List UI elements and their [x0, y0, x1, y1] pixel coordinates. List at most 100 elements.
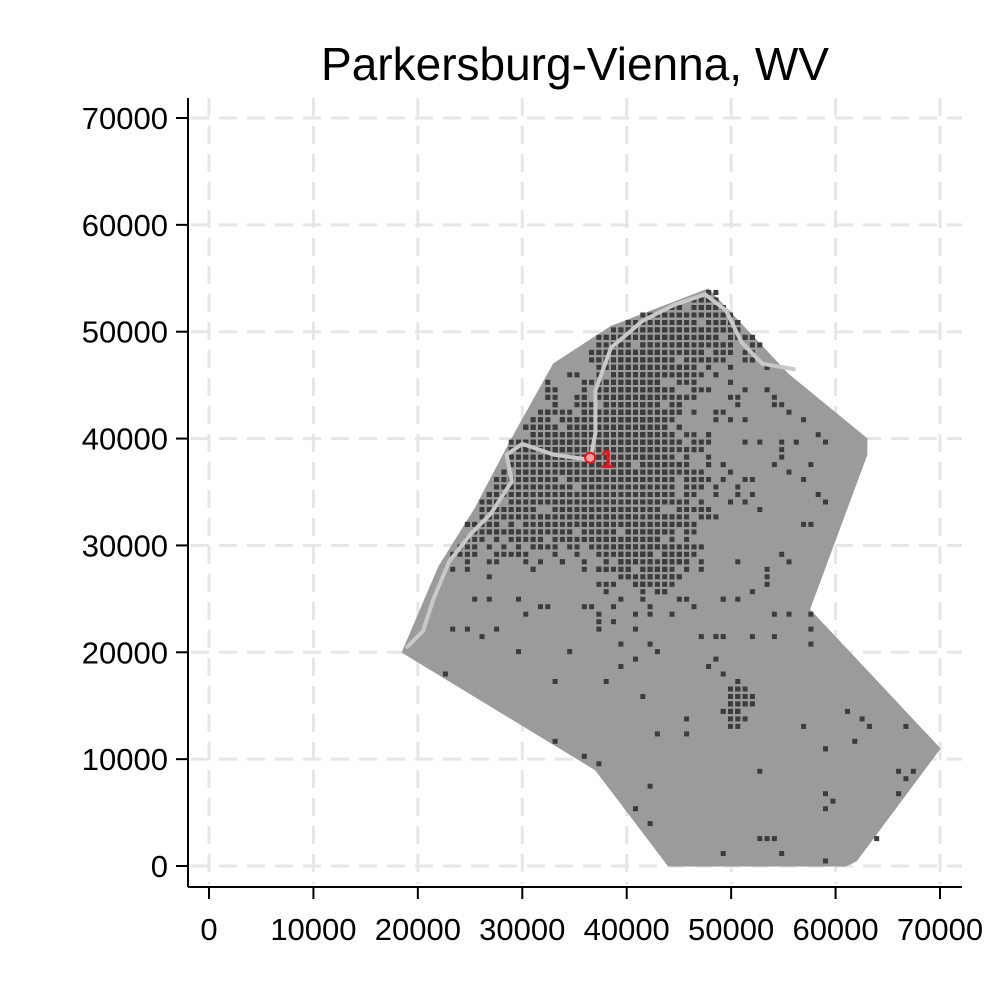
data-point [508, 462, 514, 468]
data-point [464, 544, 470, 550]
data-point [516, 551, 521, 557]
data-point [611, 529, 616, 535]
data-point [815, 492, 821, 497]
data-point [735, 559, 741, 565]
data-point [749, 492, 755, 497]
data-point [596, 372, 602, 378]
data-point [611, 484, 616, 490]
data-point [581, 394, 587, 400]
data-point [706, 297, 712, 303]
data-point [779, 439, 785, 445]
data-point [713, 634, 719, 640]
data-point [559, 559, 565, 565]
data-point [676, 402, 682, 408]
data-point [728, 686, 733, 692]
data-point [647, 417, 653, 423]
data-point [713, 290, 719, 295]
data-point [647, 521, 653, 527]
data-point [633, 507, 638, 512]
data-point [713, 305, 719, 310]
data-point [538, 439, 543, 445]
data-point [647, 387, 653, 393]
data-point [574, 469, 580, 475]
data-point [647, 514, 653, 520]
data-point [567, 521, 573, 527]
data-point [596, 492, 602, 497]
data-point [538, 514, 543, 520]
data-point [706, 387, 712, 393]
data-point [669, 544, 675, 550]
data-point [603, 499, 609, 505]
data-point [625, 424, 631, 430]
data-point [859, 716, 865, 722]
data-point [574, 536, 580, 542]
data-point [801, 477, 807, 482]
data-point [771, 402, 777, 408]
data-point [698, 634, 704, 640]
data-point [633, 499, 638, 505]
data-point [757, 342, 763, 348]
data-point [494, 514, 500, 520]
data-point [647, 342, 653, 348]
data-point [691, 529, 697, 535]
data-point [757, 439, 763, 445]
data-point [501, 551, 507, 557]
data-point [669, 499, 675, 505]
data-point [903, 723, 909, 729]
data-point [647, 327, 653, 333]
data-point [516, 514, 521, 520]
data-point [771, 611, 777, 617]
data-point [669, 312, 675, 318]
data-point [603, 529, 609, 535]
data-point [581, 529, 587, 535]
data-point [618, 349, 624, 355]
data-point [472, 551, 478, 557]
data-point [530, 521, 536, 527]
data-point [662, 312, 668, 318]
data-point [545, 417, 551, 423]
data-point [640, 514, 646, 520]
data-point [749, 589, 755, 595]
data-point [603, 484, 609, 490]
data-point [801, 723, 807, 729]
data-point [713, 320, 719, 325]
data-point [567, 492, 573, 497]
data-point [625, 334, 631, 340]
data-point [845, 708, 850, 714]
data-point [706, 477, 712, 482]
data-point [728, 394, 733, 400]
data-point [640, 484, 646, 490]
data-point [676, 409, 682, 415]
data-point [567, 544, 573, 550]
data-point [713, 349, 719, 355]
data-point [494, 529, 500, 535]
data-point [603, 349, 609, 355]
data-point [647, 394, 653, 400]
data-point [523, 469, 529, 475]
data-point [618, 521, 624, 527]
data-point [603, 447, 609, 453]
data-point [779, 454, 785, 460]
data-point [676, 574, 682, 580]
data-point [559, 469, 565, 475]
data-point [706, 454, 712, 460]
data-point [640, 417, 646, 423]
data-point [654, 581, 660, 587]
data-point [581, 536, 587, 542]
data-point [589, 402, 595, 408]
data-point [808, 641, 814, 647]
data-point [603, 342, 609, 348]
data-point [779, 551, 785, 557]
data-point [640, 529, 646, 535]
data-point [691, 320, 697, 325]
data-point [611, 364, 616, 370]
data-point [516, 484, 521, 490]
y-tick-label: 40000 [82, 422, 168, 457]
data-point [538, 536, 543, 542]
data-point [735, 596, 741, 602]
data-point [633, 417, 638, 423]
data-point [581, 521, 587, 527]
data-point [552, 432, 558, 438]
data-point [589, 462, 595, 468]
data-point [640, 589, 646, 595]
